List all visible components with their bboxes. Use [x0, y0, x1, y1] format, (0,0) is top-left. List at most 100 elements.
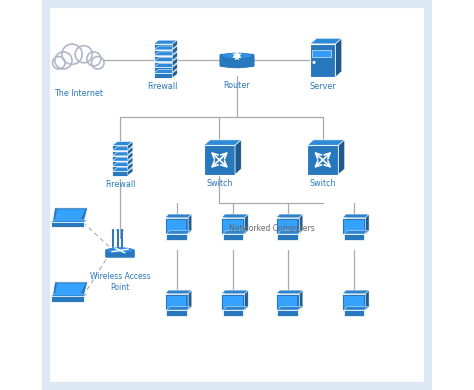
Polygon shape — [154, 46, 177, 50]
Polygon shape — [172, 58, 177, 66]
Bar — [278, 220, 297, 232]
Circle shape — [75, 46, 92, 63]
FancyBboxPatch shape — [105, 249, 135, 258]
Text: Wireless Access
Point: Wireless Access Point — [90, 272, 150, 292]
Polygon shape — [112, 152, 133, 156]
Circle shape — [87, 52, 101, 66]
Polygon shape — [307, 140, 345, 145]
Polygon shape — [112, 157, 133, 161]
Polygon shape — [299, 214, 303, 234]
Bar — [166, 234, 187, 240]
Bar — [280, 214, 303, 230]
FancyBboxPatch shape — [219, 54, 255, 67]
Bar — [154, 62, 172, 66]
Polygon shape — [188, 214, 191, 234]
Bar — [223, 310, 243, 316]
Bar — [112, 156, 128, 160]
Bar — [167, 220, 186, 232]
Bar — [166, 310, 187, 316]
Bar — [223, 234, 243, 240]
Polygon shape — [112, 142, 133, 145]
Polygon shape — [277, 230, 301, 234]
Polygon shape — [276, 290, 303, 294]
Bar — [223, 220, 243, 232]
Polygon shape — [128, 162, 133, 170]
Circle shape — [312, 61, 316, 64]
Bar — [112, 151, 128, 155]
Polygon shape — [172, 69, 177, 78]
Ellipse shape — [106, 248, 134, 253]
Bar — [276, 294, 299, 310]
Ellipse shape — [221, 62, 253, 68]
Bar — [154, 73, 172, 78]
Polygon shape — [188, 290, 191, 310]
FancyBboxPatch shape — [58, 59, 100, 69]
Bar — [278, 296, 297, 308]
Polygon shape — [172, 46, 177, 55]
Bar — [225, 214, 248, 230]
Polygon shape — [166, 307, 190, 310]
Polygon shape — [336, 39, 342, 77]
Polygon shape — [154, 69, 177, 73]
Polygon shape — [310, 39, 342, 44]
Bar — [221, 294, 245, 310]
Polygon shape — [166, 230, 190, 234]
Circle shape — [62, 44, 82, 64]
Polygon shape — [245, 214, 248, 234]
Bar — [112, 166, 128, 170]
Polygon shape — [112, 162, 133, 166]
Bar — [276, 218, 299, 234]
Polygon shape — [223, 307, 247, 310]
Text: Switch: Switch — [206, 179, 233, 188]
Bar — [310, 44, 336, 77]
Circle shape — [53, 57, 65, 69]
Bar — [225, 290, 248, 307]
Bar — [312, 50, 331, 57]
Bar — [165, 218, 188, 234]
Polygon shape — [128, 147, 133, 155]
Bar — [316, 39, 342, 72]
Bar — [154, 50, 172, 55]
Text: Server: Server — [310, 82, 336, 91]
Text: Switch: Switch — [310, 179, 336, 188]
Polygon shape — [52, 208, 88, 222]
Bar — [280, 290, 303, 307]
Bar — [344, 220, 364, 232]
Polygon shape — [277, 307, 301, 310]
Polygon shape — [128, 157, 133, 165]
Circle shape — [121, 229, 124, 232]
Ellipse shape — [221, 53, 253, 58]
Polygon shape — [245, 290, 248, 310]
Polygon shape — [128, 152, 133, 160]
Circle shape — [117, 229, 119, 232]
Polygon shape — [55, 209, 85, 221]
Polygon shape — [128, 168, 133, 176]
Bar — [51, 296, 84, 301]
Polygon shape — [204, 140, 241, 145]
Polygon shape — [276, 214, 303, 218]
Bar — [51, 222, 84, 227]
Bar — [154, 44, 172, 49]
FancyBboxPatch shape — [46, 4, 428, 386]
Circle shape — [112, 229, 114, 232]
Bar — [277, 234, 298, 240]
Polygon shape — [338, 140, 345, 175]
Bar — [346, 214, 369, 230]
Bar — [223, 296, 243, 308]
Polygon shape — [154, 58, 177, 62]
Bar — [346, 290, 369, 307]
Bar — [344, 234, 364, 240]
Bar — [167, 296, 186, 308]
Text: Networked Computers: Networked Computers — [229, 223, 315, 233]
Polygon shape — [154, 64, 177, 67]
Bar — [344, 310, 364, 316]
Text: The Internet: The Internet — [55, 89, 103, 98]
Bar — [342, 294, 365, 310]
Text: Firewall: Firewall — [105, 180, 135, 189]
Polygon shape — [235, 140, 241, 175]
Polygon shape — [51, 220, 87, 222]
Circle shape — [55, 52, 72, 69]
Polygon shape — [112, 147, 133, 151]
Circle shape — [91, 57, 104, 69]
Bar — [168, 214, 191, 230]
